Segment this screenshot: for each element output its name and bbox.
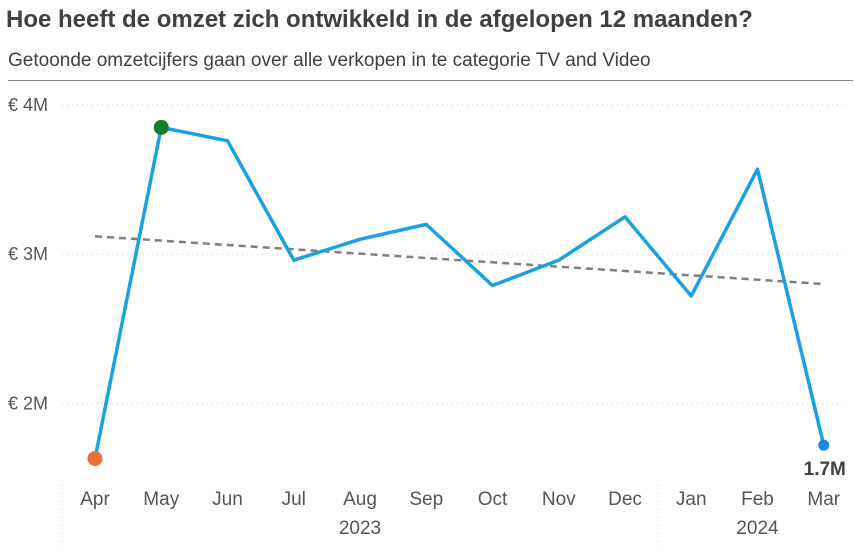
x-tick-label: Aug	[343, 489, 377, 510]
x-tick-label: Feb	[741, 489, 774, 510]
x-tick-label: Jun	[212, 489, 243, 510]
x-tick-label: Jul	[282, 489, 306, 510]
gridlines	[62, 104, 845, 404]
year-label: 2023	[339, 518, 381, 539]
chart-subtitle: Getoonde omzetcijfers gaan over alle ver…	[8, 50, 651, 71]
x-tick-label: May	[143, 489, 179, 510]
x-tick-label: Oct	[478, 489, 508, 510]
series-line	[93, 125, 826, 461]
chart-title: Hoe heeft de omzet zich ontwikkeld in de…	[6, 6, 753, 33]
last-marker	[818, 439, 830, 451]
end-value-label: 1.7M	[804, 459, 846, 480]
x-tick-label: Nov	[542, 489, 576, 510]
x-tick-label: Sep	[409, 489, 443, 510]
year-label: 2024	[736, 518, 779, 539]
x-tick-label: Mar	[807, 489, 840, 510]
x-tick-label: Dec	[608, 489, 642, 510]
x-axis: Apr May Jun Jul Aug Sep Oct Nov Dec Jan Feb Mar 2023…	[61, 480, 841, 548]
y-tick-label: € 2M	[8, 393, 48, 413]
min-marker	[87, 451, 103, 467]
max-marker	[153, 119, 169, 135]
y-tick-label: € 4M	[8, 95, 48, 115]
y-axis: € 2M € 3M € 4M	[8, 95, 48, 413]
x-tick-label: Jan	[676, 489, 707, 510]
y-tick-label: € 3M	[8, 244, 48, 264]
x-tick-label: Apr	[80, 489, 110, 510]
trend-line	[94, 235, 824, 286]
title-divider	[8, 80, 853, 81]
plot-area: 1.7M	[87, 119, 846, 480]
